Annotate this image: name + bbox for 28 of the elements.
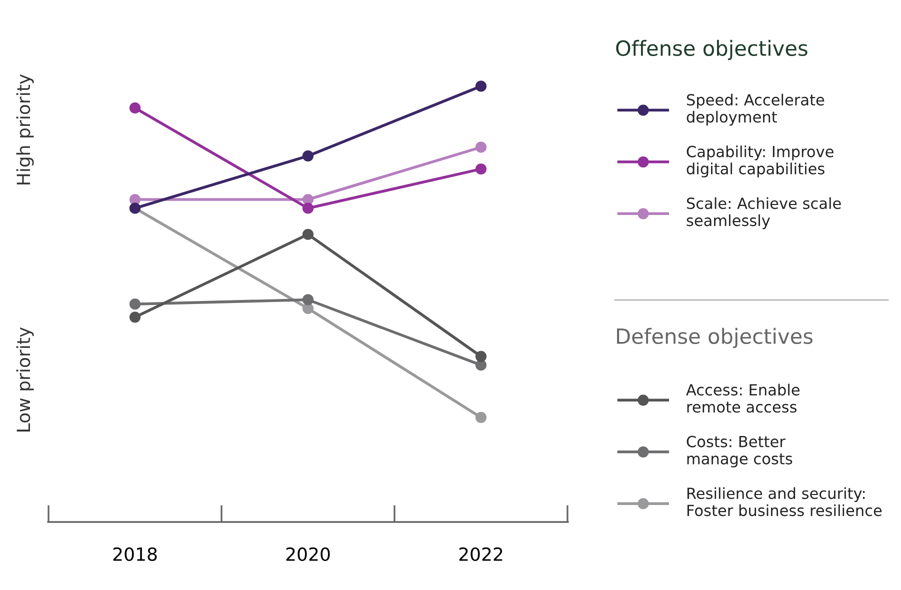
point <box>475 80 487 92</box>
point <box>129 102 141 114</box>
point <box>475 350 487 362</box>
point <box>129 194 141 206</box>
text: Offense objectives <box>616 40 808 60</box>
point <box>475 163 487 175</box>
legend-label: Capability: Improve digital capabilities <box>686 146 834 178</box>
point <box>302 302 314 314</box>
x-tick-label: 2022 <box>459 547 502 561</box>
x-tick-label: 2018 <box>113 547 157 561</box>
point <box>129 298 141 310</box>
point <box>302 194 314 206</box>
legend-label: Resilience and security: Foster business resilience <box>687 487 882 516</box>
point <box>302 150 314 162</box>
text: Low priority <box>16 327 34 432</box>
point <box>475 142 487 153</box>
text: Defense objectives <box>617 328 812 348</box>
legend-label: Access: Enable remote access <box>686 384 800 413</box>
point <box>475 412 487 423</box>
legend-label: Costs: Better manage costs <box>686 436 792 468</box>
point <box>302 228 314 240</box>
point <box>302 202 314 214</box>
legend-label: Scale: Achieve scale seamlessly <box>686 197 841 230</box>
point <box>302 294 314 306</box>
point <box>129 312 141 323</box>
x-tick-label: 2020 <box>286 547 330 561</box>
legend-label: Speed: Accelerate deployment <box>686 94 824 126</box>
text: High priority <box>16 74 34 184</box>
